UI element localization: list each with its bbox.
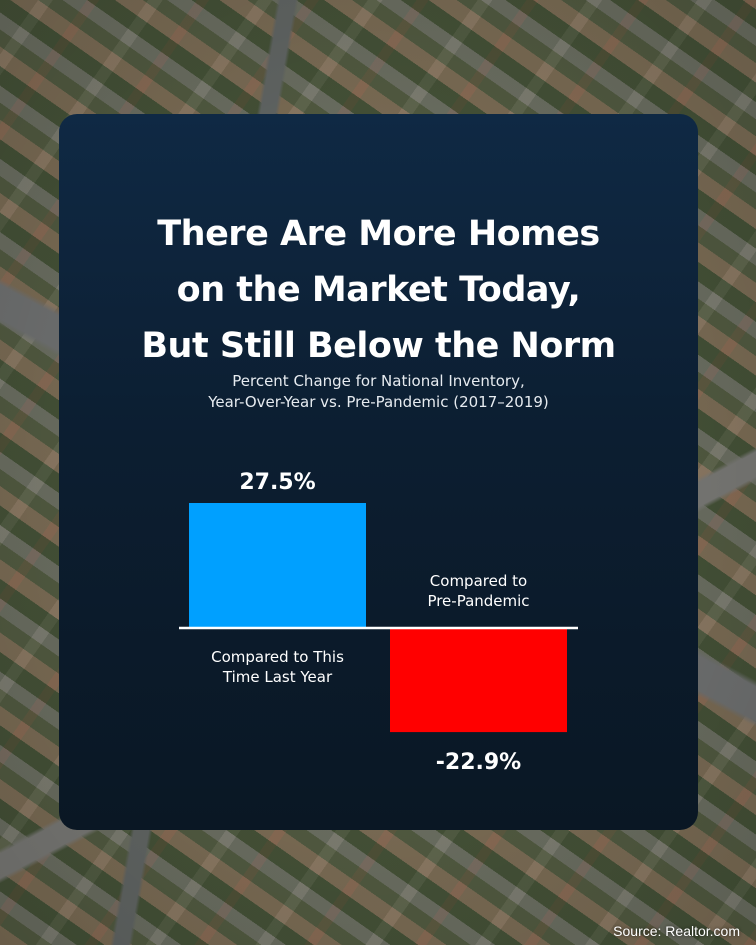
category-label-2-line-2: Pre-Pandemic [427, 592, 529, 610]
chart-title: There Are More Homes on the Market Today… [59, 206, 698, 374]
category-label-2-line-1: Compared to [430, 572, 527, 590]
subtitle-line-1: Percent Change for National Inventory, [232, 372, 525, 390]
chart-subtitle: Percent Change for National Inventory, Y… [59, 371, 698, 413]
value-label-1: 27.5% [239, 470, 315, 495]
category-label-1-line-1: Compared to This [211, 648, 344, 666]
bar-chart: 27.5% Compared to This Time Last Year -22.9… [179, 470, 578, 775]
category-label-1-line-2: Time Last Year [222, 668, 333, 686]
bar-1 [189, 503, 366, 628]
title-line-3: But Still Below the Norm [141, 326, 616, 366]
infographic-card: There Are More Homes on the Market Today… [59, 114, 698, 830]
source-credit: Source: Realtor.com [613, 923, 740, 939]
title-line-1: There Are More Homes [157, 214, 600, 254]
bar-2 [390, 628, 567, 733]
subtitle-line-2: Year-Over-Year vs. Pre-Pandemic (2017–20… [208, 393, 549, 411]
title-line-2: on the Market Today, [176, 270, 581, 310]
value-label-2: -22.9% [436, 750, 521, 775]
